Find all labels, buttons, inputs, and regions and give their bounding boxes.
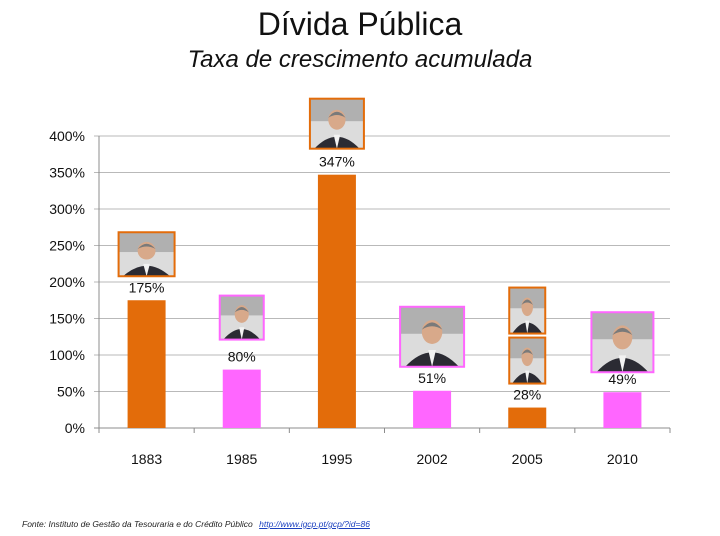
bar-2002 <box>413 390 452 428</box>
data-labels: 175% 80% 347% 51% 28% 49% <box>129 154 637 403</box>
data-label: 175% <box>129 279 165 295</box>
data-label: 28% <box>513 387 541 403</box>
portrait-photo-stacked-icon <box>508 286 547 385</box>
y-tick-label: 0% <box>65 420 85 436</box>
data-label: 51% <box>418 370 446 386</box>
portrait-photo-icon <box>218 294 265 341</box>
x-tick-label: 2005 <box>512 451 543 467</box>
y-tick-label: 300% <box>49 201 85 217</box>
x-tick-labels: 1883 1985 1995 2002 2005 2010 <box>131 451 638 467</box>
bar-1985 <box>222 369 261 428</box>
x-tick-label: 2010 <box>607 451 638 467</box>
portrait-photo-icon <box>399 305 466 368</box>
y-tick-label: 250% <box>49 238 85 254</box>
portrait-photo-icon <box>590 311 655 374</box>
portrait-photo-icon <box>117 231 176 278</box>
y-tick-labels: 0% 50% 100% 150% 200% 250% 300% 350% 400% <box>49 128 85 436</box>
data-label: 347% <box>319 154 355 170</box>
bar-2005 <box>508 407 547 428</box>
source-link[interactable]: http://www.igcp.pt/gcp/?id=86 <box>259 519 370 529</box>
y-tick-label: 200% <box>49 274 85 290</box>
y-tick-label: 100% <box>49 347 85 363</box>
chart-subtitle: Taxa de crescimento acumulada <box>187 46 533 73</box>
x-tick-label: 2002 <box>417 451 448 467</box>
y-tick-label: 150% <box>49 311 85 327</box>
x-tick-label: 1985 <box>226 451 257 467</box>
bars <box>127 174 642 428</box>
y-tick-label: 400% <box>49 128 85 144</box>
bar-2010 <box>603 392 642 428</box>
source-text: Fonte: Instituto de Gestão da Tesouraria… <box>22 519 253 529</box>
y-tick-label: 50% <box>57 384 85 400</box>
y-tick-label: 350% <box>49 165 85 181</box>
source-note: Fonte: Instituto de Gestão da Tesouraria… <box>22 519 370 529</box>
x-tick-label: 1883 <box>131 451 162 467</box>
bar-1883 <box>127 300 166 428</box>
data-label: 80% <box>228 349 256 365</box>
gridlines <box>94 135 671 433</box>
x-tick-label: 1995 <box>321 451 352 467</box>
portrait-photo-icon <box>308 97 365 150</box>
portraits <box>117 97 655 385</box>
chart-title: Dívida Pública <box>257 6 463 42</box>
bar-1995 <box>317 174 356 428</box>
data-label: 49% <box>608 371 636 387</box>
